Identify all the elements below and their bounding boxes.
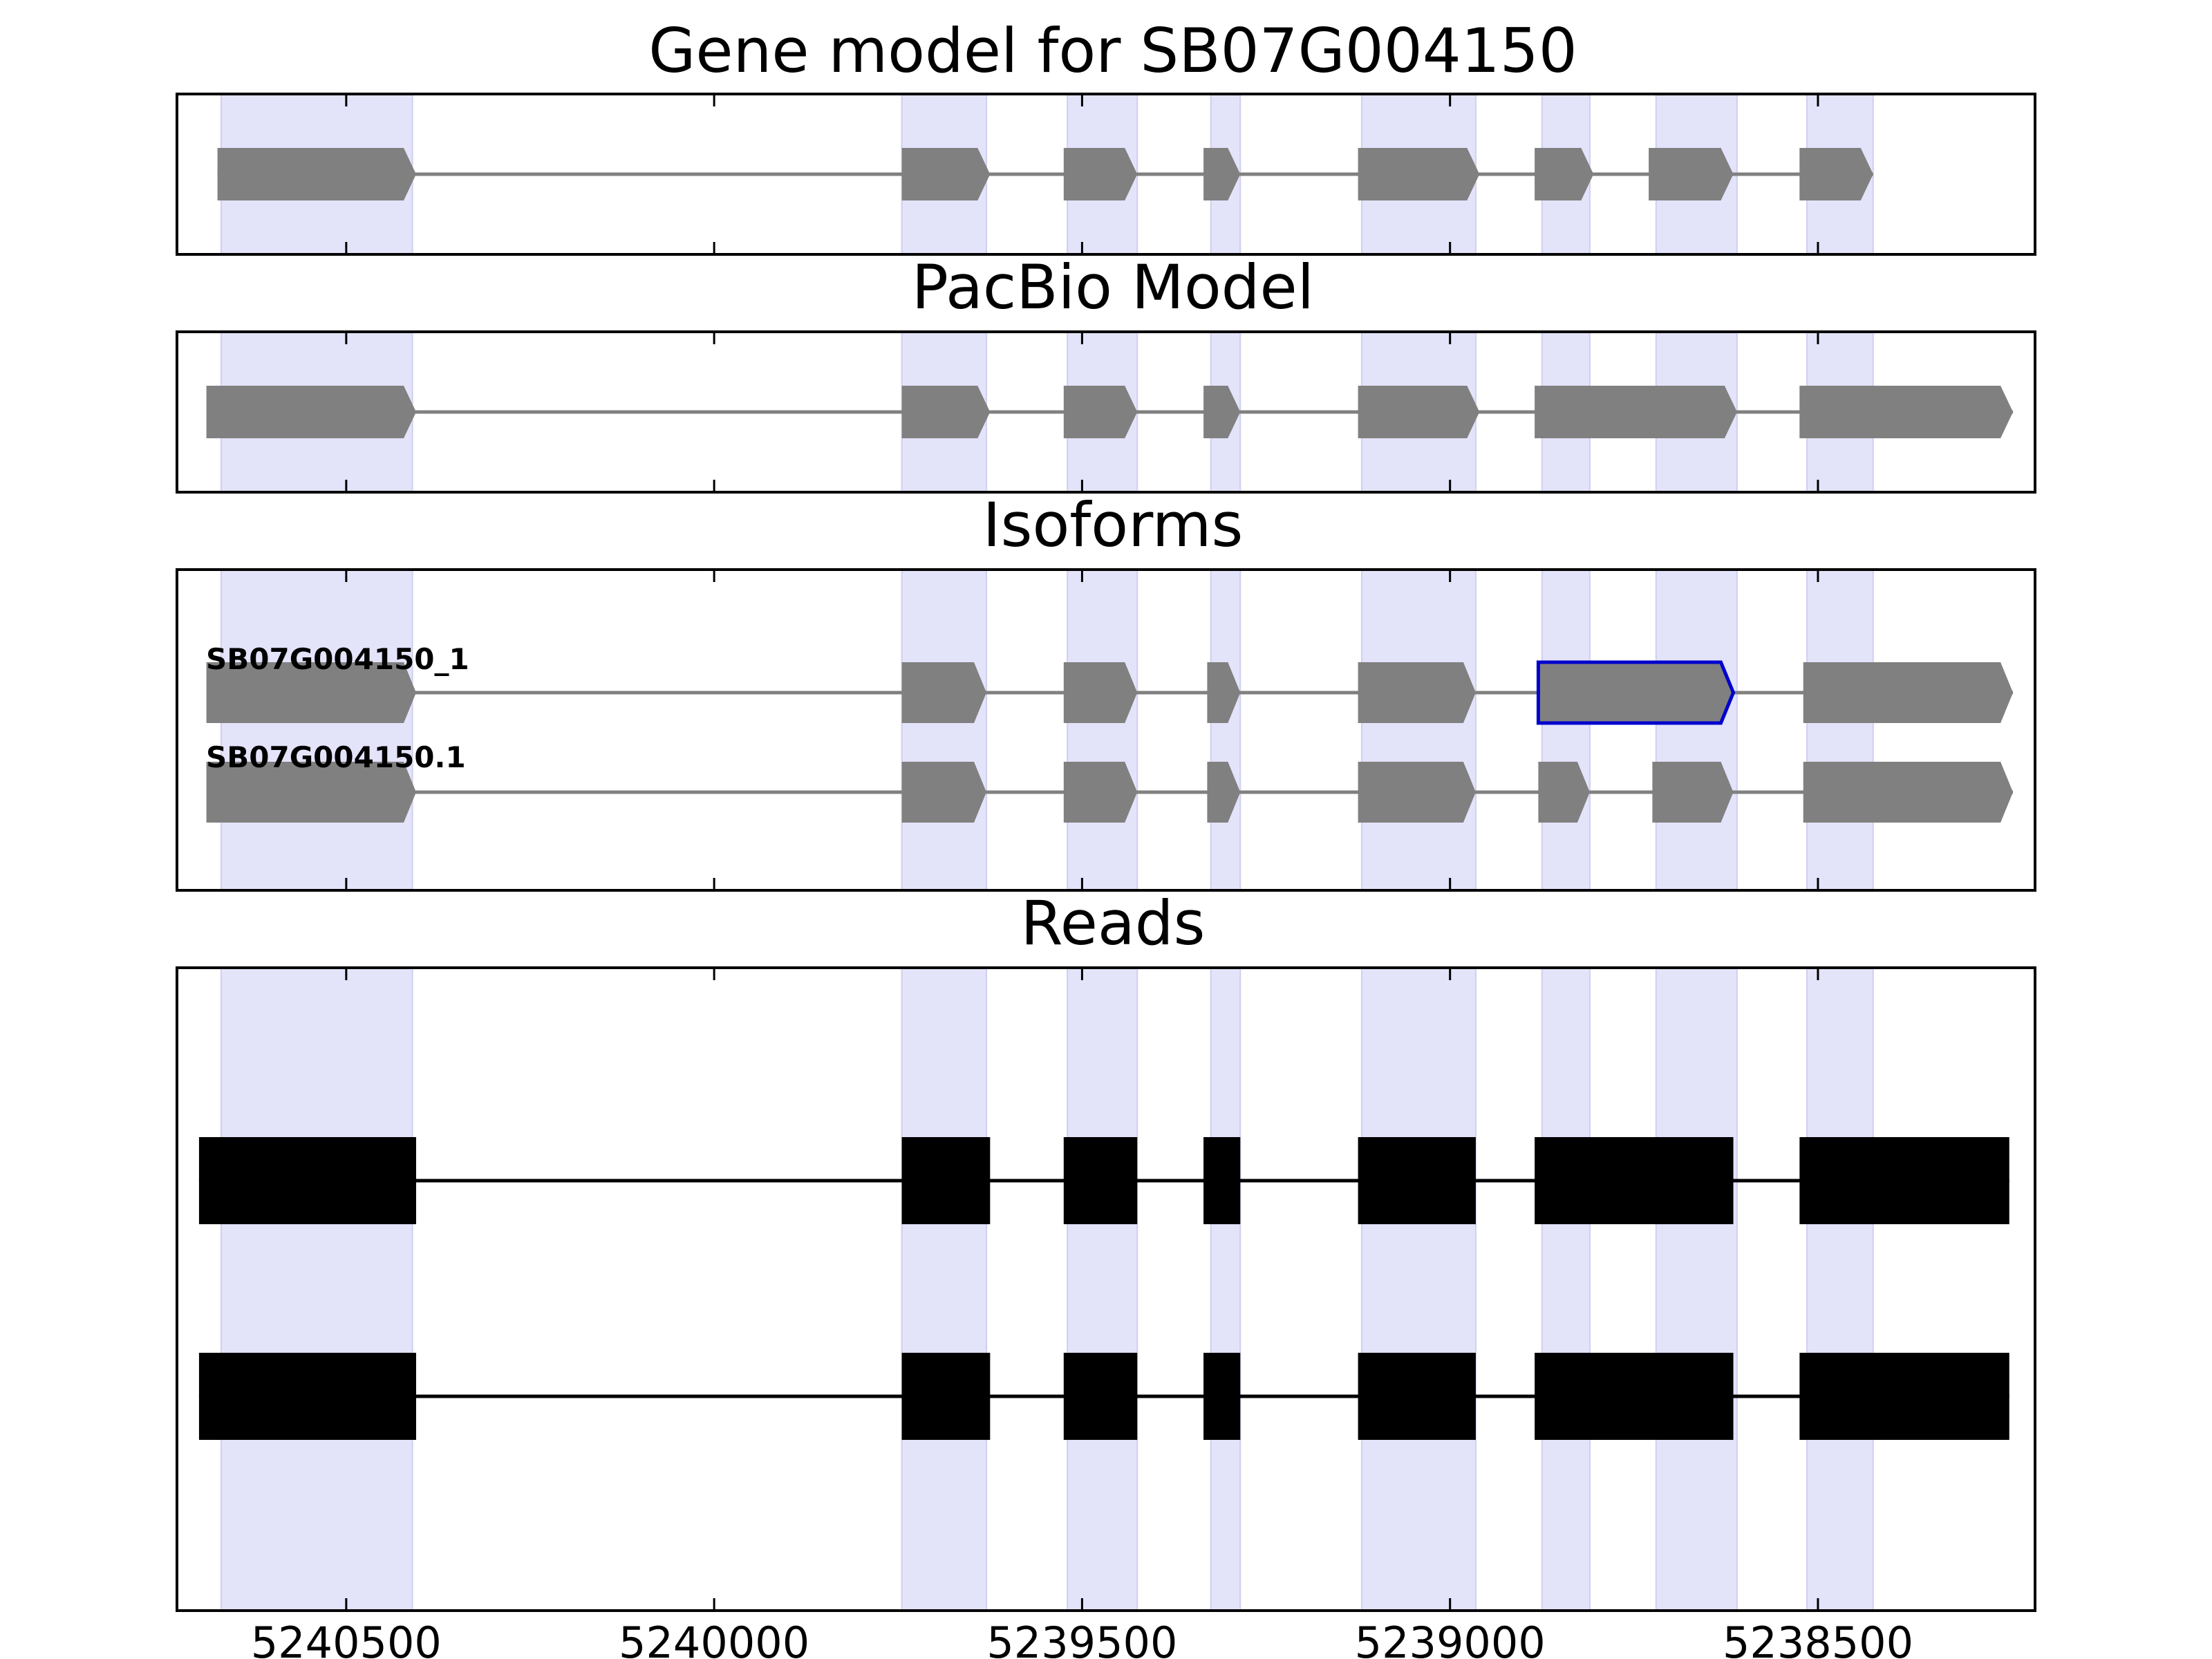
exon-shade-region (1360, 967, 1477, 1611)
exon-arrow (206, 662, 416, 723)
exon-arrow (1358, 662, 1476, 723)
exon-shade-region (1806, 569, 1874, 891)
isoforms-title: Isoforms (983, 489, 1244, 561)
read-block (901, 1137, 991, 1224)
read-block (1535, 1353, 1734, 1440)
exon-arrow (1203, 148, 1241, 200)
exon-shade-region (1067, 569, 1138, 891)
exon-arrow (1535, 148, 1594, 200)
read-block (1799, 1353, 2009, 1440)
read-block (1203, 1137, 1241, 1224)
read-block (198, 1137, 416, 1224)
read-block (1063, 1353, 1138, 1440)
exon-arrow (1063, 762, 1138, 823)
exon-arrow (901, 148, 991, 200)
exon-arrow (1652, 762, 1734, 823)
exon-arrow (901, 662, 986, 723)
read-block (1535, 1137, 1734, 1224)
read-block (1799, 1137, 2009, 1224)
exon-arrow (1803, 762, 2014, 823)
gene-model-panel (176, 93, 2036, 256)
read-block (901, 1353, 991, 1440)
exon-shade-region (1655, 569, 1738, 891)
read-block (198, 1353, 416, 1440)
x-tick-label: 5240000 (619, 1618, 809, 1659)
x-axis: 5240500 5240000 5239500 5239000 5238500 (251, 1618, 1913, 1659)
exon-arrow (217, 148, 416, 200)
reads-panel (176, 966, 2036, 1612)
exon-arrow (1358, 386, 1480, 438)
exon-arrow (1799, 148, 1873, 200)
exon-shade-region (1541, 967, 1591, 1611)
exon-arrow (1207, 662, 1241, 723)
exon-arrow (901, 386, 991, 438)
exon-arrow (1803, 662, 2014, 723)
exon-arrow (206, 762, 416, 823)
exon-shade-region (1210, 967, 1241, 1611)
exon-shade-region (901, 569, 988, 891)
exon-arrow (901, 762, 986, 823)
exon-arrow (1358, 148, 1480, 200)
exon-arrow (1649, 148, 1734, 200)
isoform-label: SB07G004150_1 (206, 642, 469, 676)
exon-arrow (1063, 386, 1138, 438)
isoforms-panel: SB07G004150_1 SB07G004150.1 (176, 568, 2036, 892)
x-tick-label: 5238500 (1723, 1618, 1913, 1659)
read-block (1063, 1137, 1138, 1224)
exon-shade-region (220, 569, 413, 891)
exon-arrow (1799, 386, 2014, 438)
panel-frame (176, 568, 2036, 892)
panel-frame (176, 966, 2036, 1612)
pacbio-model-title: PacBio Model (912, 252, 1314, 323)
exon-arrow (1063, 148, 1138, 200)
isoform-label: SB07G004150.1 (206, 740, 466, 774)
selected-exon-arrow (1536, 660, 1736, 725)
gene-model-title: Gene model for SB07G004150 (648, 15, 1577, 86)
exon-shade-region (1806, 967, 1874, 1611)
pacbio-model-panel (176, 330, 2036, 494)
exon-shade-region (1655, 967, 1738, 1611)
read-block (1358, 1353, 1476, 1440)
panel-frame (176, 93, 2036, 256)
exon-shade-region (1067, 967, 1138, 1611)
exon-shade-region (901, 967, 988, 1611)
read-block (1203, 1353, 1241, 1440)
exon-arrow (1358, 762, 1476, 823)
exon-arrow (1538, 762, 1590, 823)
exon-arrow (1535, 386, 1737, 438)
panel-frame (176, 330, 2036, 494)
exon-arrow (1207, 762, 1241, 823)
exon-shade-region (1541, 569, 1591, 891)
exon-arrow (1203, 386, 1241, 438)
read-block (1358, 1137, 1476, 1224)
exon-shade-region (1360, 569, 1477, 891)
reads-title: Reads (1021, 888, 1206, 959)
x-tick-label: 5240500 (251, 1618, 442, 1659)
x-tick-label: 5239000 (1355, 1618, 1546, 1659)
exon-arrow (1063, 662, 1138, 723)
exon-shade-region (220, 967, 413, 1611)
exon-arrow (206, 386, 416, 438)
x-tick-label: 5239500 (986, 1618, 1177, 1659)
exon-shade-region (1210, 569, 1241, 891)
